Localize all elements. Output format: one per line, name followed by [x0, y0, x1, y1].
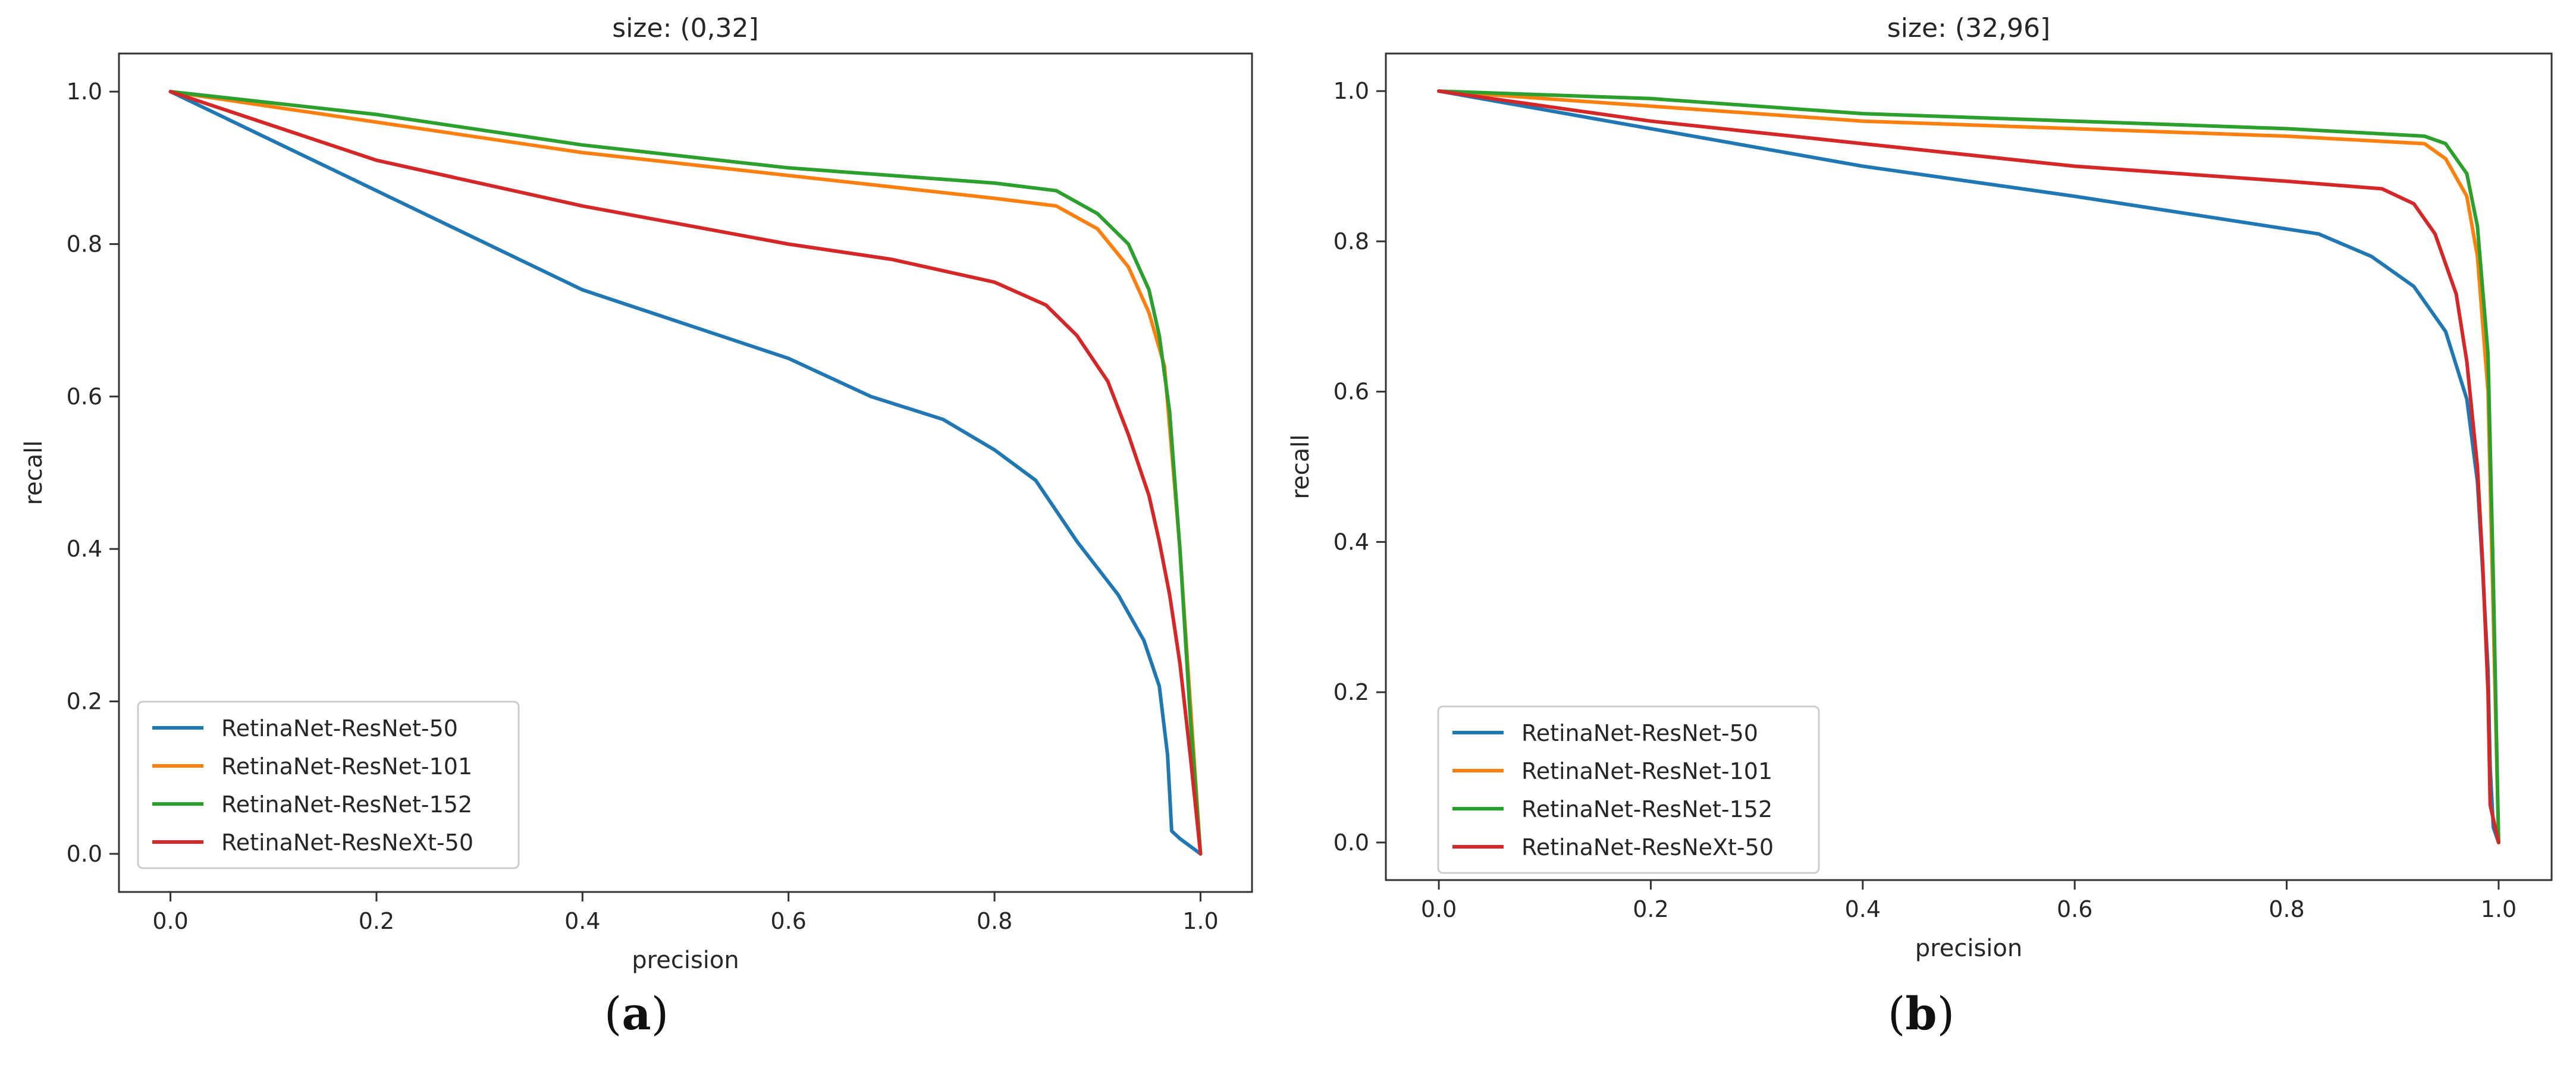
caption-a-open: ( — [604, 987, 622, 1040]
caption-b-close: ) — [1937, 987, 1955, 1040]
y-tick-label: 0.2 — [1334, 679, 1369, 705]
x-tick-label: 0.6 — [770, 908, 806, 934]
legend-label-1: RetinaNet-ResNet-50 — [1521, 720, 1758, 746]
x-tick-label: 1.0 — [2481, 896, 2517, 922]
x-tick-label: 0.2 — [359, 908, 394, 934]
x-tick-label: 0.8 — [977, 908, 1012, 934]
y-axis-label: recall — [1287, 435, 1314, 499]
y-tick-label: 0.4 — [67, 536, 102, 562]
legend-label-1: RetinaNet-ResNet-50 — [221, 715, 458, 742]
caption-b-open: ( — [1887, 987, 1906, 1040]
y-tick-label: 1.0 — [67, 78, 102, 105]
legend-label-3: RetinaNet-ResNet-152 — [221, 791, 472, 818]
y-axis-label: recall — [20, 441, 48, 505]
legend-label-2: RetinaNet-ResNet-101 — [221, 753, 472, 780]
x-axis-label: precision — [632, 947, 739, 974]
y-tick-label: 0.2 — [67, 689, 102, 715]
y-tick-label: 1.0 — [1334, 78, 1369, 104]
caption-a-letter: a — [622, 987, 651, 1040]
legend-label-2: RetinaNet-ResNet-101 — [1521, 758, 1772, 784]
y-tick-label: 0.8 — [1334, 228, 1369, 255]
y-tick-label: 0.0 — [67, 841, 102, 867]
x-tick-label: 1.0 — [1182, 908, 1218, 934]
x-tick-label: 0.6 — [2057, 896, 2092, 922]
legend-label-4: RetinaNet-ResNeXt-50 — [221, 830, 473, 856]
legend-box — [1437, 705, 1820, 874]
caption-b: (b) — [1802, 987, 2040, 1040]
chart-panel-1: size: (32,96] 0.0 0.2 0.4 0.6 0.8 1.0 0.0 0.2 0.4… — [1287, 13, 2553, 962]
legend: RetinaNet-ResNet-50 RetinaNet-ResNet-101 R… — [1437, 705, 1820, 874]
y-tick-label: 0.6 — [67, 384, 102, 410]
x-tick-label: 0.4 — [1845, 896, 1881, 922]
series-line-1 — [168, 90, 1203, 856]
y-tick-label: 0.8 — [67, 231, 102, 257]
caption-b-letter: b — [1905, 987, 1937, 1040]
y-tick-label: 0.4 — [1334, 529, 1369, 555]
x-tick-label: 0.0 — [152, 908, 188, 934]
chart-panel-0: size: (0,32] 0.0 0.2 0.4 0.6 0.8 1.0 0.0 0.2 0.4 0… — [20, 13, 1253, 974]
x-tick-label: 0.0 — [1421, 896, 1457, 922]
legend: RetinaNet-ResNet-50 RetinaNet-ResNet-101 R… — [137, 700, 520, 869]
x-tick-label: 0.2 — [1633, 896, 1668, 922]
caption-a-close: ) — [651, 987, 669, 1040]
x-tick-label: 0.4 — [564, 908, 600, 934]
legend-label-4: RetinaNet-ResNeXt-50 — [1521, 834, 1774, 860]
chart-title: size: (32,96] — [1887, 13, 2050, 43]
x-tick-label: 0.8 — [2268, 896, 2304, 922]
legend-box — [137, 700, 520, 869]
x-axis-label: precision — [1915, 935, 2022, 962]
series-line-3 — [1437, 89, 2500, 844]
series-line-3 — [168, 90, 1203, 856]
y-tick-label: 0.0 — [1334, 830, 1369, 856]
chart-title: size: (0,32] — [612, 13, 758, 43]
series-line-4 — [1437, 89, 2500, 844]
y-tick-label: 0.6 — [1334, 379, 1369, 405]
series-line-4 — [168, 90, 1203, 856]
legend-label-3: RetinaNet-ResNet-152 — [1521, 796, 1772, 822]
caption-a: (a) — [517, 987, 755, 1040]
